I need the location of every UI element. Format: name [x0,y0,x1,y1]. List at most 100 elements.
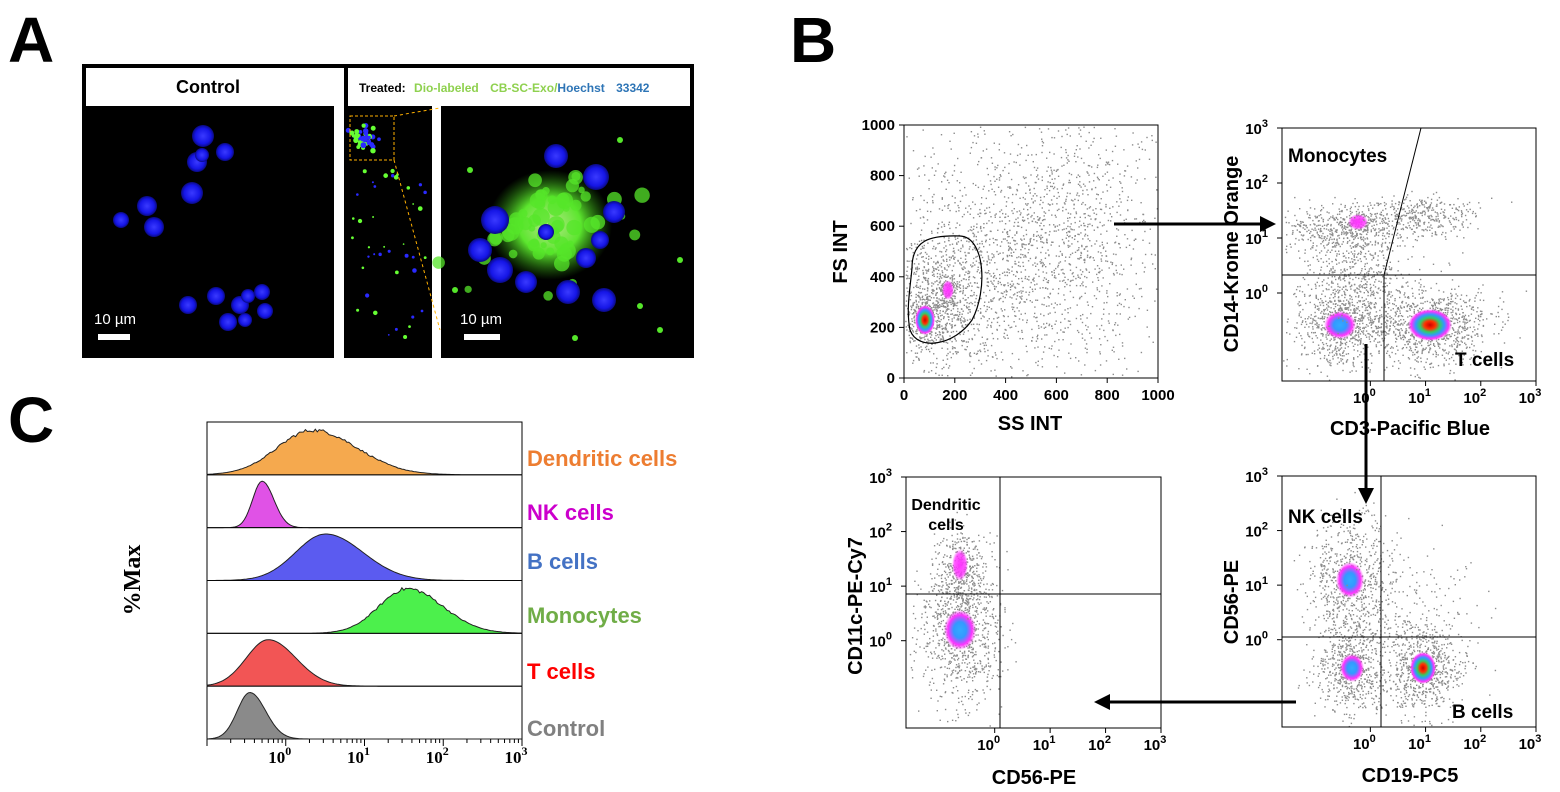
event-dot [961,339,963,342]
event-dot [1026,319,1028,321]
event-dot [1354,245,1356,247]
event-dot [1396,245,1399,247]
event-dot [1006,274,1009,277]
event-dot [1468,300,1470,302]
event-dot [997,164,999,167]
event-dot [1155,141,1157,143]
event-dot [1428,217,1430,219]
event-dot [1076,176,1078,179]
event-dot [934,332,937,334]
event-dot [1357,242,1359,245]
event-dot [1386,303,1389,305]
event-dot [1328,379,1331,381]
event-dot [1034,347,1036,349]
event-dot [1367,222,1369,224]
event-dot [1068,160,1070,162]
event-dot [1086,348,1088,350]
event-dot [1007,242,1009,244]
event-dot [1454,297,1457,300]
event-dot [1103,212,1106,214]
event-dot [1438,225,1440,227]
event-dot [1067,278,1069,281]
event-dot [1421,229,1423,231]
event-dot [1325,334,1327,336]
event-dot [926,345,928,347]
event-dot [1117,163,1119,165]
event-dot [1078,233,1080,236]
exosome-spot [566,219,582,236]
event-dot [942,332,944,334]
event-dot [1087,214,1090,217]
event-dot [944,176,946,178]
event-dot [1368,243,1370,245]
event-dot [949,259,951,261]
event-dot [950,148,952,150]
event-dot [1095,218,1097,220]
event-dot [1036,176,1038,178]
event-dot [1011,237,1014,239]
event-dot [1099,221,1101,224]
event-dot [1016,307,1018,309]
event-dot [1427,209,1430,211]
event-dot [984,133,986,135]
event-dot [1369,313,1371,315]
event-dot [1106,230,1108,232]
event-dot [945,324,947,327]
event-dot [1361,366,1363,368]
event-dot [1364,242,1366,244]
event-dot [1102,191,1104,193]
event-dot [916,254,919,257]
event-dot [954,297,956,300]
event-dot [1455,318,1458,320]
event-dot [951,278,954,280]
event-dot [1371,321,1373,323]
event-dot [1415,227,1418,229]
event-dot [949,227,951,230]
event-dot [1453,359,1455,362]
event-dot [1400,323,1402,325]
event-dot [1007,282,1009,284]
event-dot [950,331,953,333]
event-dot [938,278,941,280]
event-dot [1120,182,1122,184]
event-dot [1051,274,1053,276]
event-dot [937,307,939,309]
event-dot [1286,365,1288,367]
event-dot [1058,262,1060,264]
event-dot [946,269,948,271]
event-dot [1493,333,1495,335]
event-dot [946,323,948,325]
event-dot [1071,273,1073,275]
event-dot [1035,273,1037,275]
event-dot [1453,343,1456,345]
event-dot [1335,229,1337,231]
zoom-nucleus [487,257,513,283]
event-dot [1084,258,1086,261]
event-dot [919,299,921,301]
event-dot [928,295,930,298]
event-dot [1066,162,1068,164]
event-dot [925,279,927,281]
event-dot [986,284,988,287]
event-dot [1072,200,1074,202]
event-dot [1504,323,1506,325]
event-dot [1372,254,1374,257]
event-dot [959,263,961,265]
event-dot [1010,252,1012,254]
event-dot [1069,235,1071,237]
event-dot [1406,227,1408,229]
event-dot [1431,227,1433,229]
event-dot [1051,171,1053,173]
event-dot [1075,357,1077,359]
event-dot [1367,226,1369,229]
event-dot [1045,252,1047,254]
event-dot [1094,243,1096,245]
event-dot [1103,329,1105,332]
event-dot [993,191,996,193]
event-dot [1380,326,1382,329]
event-dot [1353,309,1355,311]
event-dot [1069,320,1071,322]
event-dot [1337,347,1339,349]
event-dot [1300,222,1302,225]
event-dot [937,316,940,319]
